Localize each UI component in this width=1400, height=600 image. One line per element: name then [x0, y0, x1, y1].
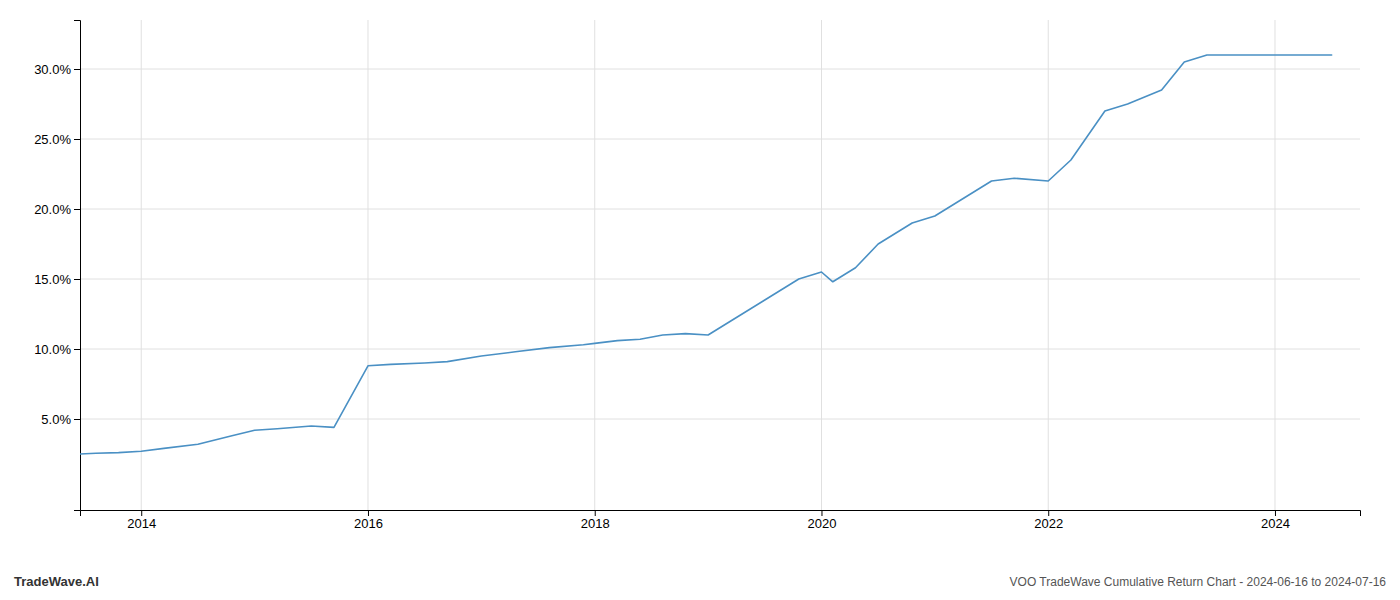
x-tick: 2014 [127, 510, 156, 531]
y-tick-label: 15.0% [34, 272, 71, 287]
title: VOO TradeWave Cumulative Return Chart - … [1010, 575, 1387, 589]
grid-line [141, 20, 142, 510]
x-tick-mark [1275, 510, 1276, 516]
x-tick: 2018 [581, 510, 610, 531]
x-tick-mark [595, 510, 596, 516]
marks [80, 55, 1332, 454]
x-tick-mark [821, 510, 822, 516]
y-tick: 30.0% [34, 62, 80, 77]
x-tick-mark [1048, 510, 1049, 516]
y-tick-label: 5.0% [41, 412, 71, 427]
x-tick-label: 2022 [1034, 516, 1063, 531]
y-tick: 5.0% [41, 412, 80, 427]
x-axis: 2014 2016 2018 2020 2022 2024 [81, 510, 1361, 531]
y-axis: 5.0% 10.0% 15.0% 20.0% 25.0% 30.0% [34, 21, 80, 511]
x-tick-label: 2020 [808, 516, 837, 531]
x-tick-label: 2016 [354, 516, 383, 531]
chart: 2014 2016 2018 2020 2022 2024 5.0% 10.0% 15.0% 20… [0, 0, 1400, 600]
y-tick: 25.0% [34, 132, 80, 147]
grid-line [80, 419, 1360, 420]
watermark: TradeWave.AI [14, 574, 99, 589]
grid-line [1274, 20, 1275, 510]
grid-line [594, 20, 595, 510]
grid-line [367, 20, 368, 510]
x-axis-line [81, 511, 1361, 517]
x-tick-mark [368, 510, 369, 516]
x-tick: 2020 [808, 510, 837, 531]
y-tick: 20.0% [34, 202, 80, 217]
y-axis-line [74, 21, 81, 511]
x-tick: 2022 [1034, 510, 1063, 531]
x-tick-label: 2018 [581, 516, 610, 531]
grid-line [80, 69, 1360, 70]
x-tick: 2016 [354, 510, 383, 531]
grid-line [1048, 20, 1049, 510]
grid-line [80, 279, 1360, 280]
grid-line [821, 20, 822, 510]
y-tick-mark [74, 139, 80, 140]
y-tick-mark [74, 349, 80, 350]
x-tick-label: 2014 [127, 516, 156, 531]
x-tick: 2024 [1261, 510, 1290, 531]
x-tick-mark [141, 510, 142, 516]
x-tick-label: 2024 [1261, 516, 1290, 531]
plot-area: 2014 2016 2018 2020 2022 2024 5.0% 10.0% 15.0% 20… [34, 20, 1360, 531]
line [80, 55, 1332, 454]
grid-line [80, 209, 1360, 210]
y-tick-mark [74, 69, 80, 70]
y-tick-label: 30.0% [34, 62, 71, 77]
y-tick-mark [74, 209, 80, 210]
y-tick: 15.0% [34, 272, 80, 287]
grid [80, 20, 1360, 510]
y-tick-label: 25.0% [34, 132, 71, 147]
grid-line [80, 139, 1360, 140]
grid-line [80, 349, 1360, 350]
y-tick-mark [74, 419, 80, 420]
y-tick: 10.0% [34, 342, 80, 357]
y-tick-mark [74, 279, 80, 280]
y-tick-label: 20.0% [34, 202, 71, 217]
y-tick-label: 10.0% [34, 342, 71, 357]
